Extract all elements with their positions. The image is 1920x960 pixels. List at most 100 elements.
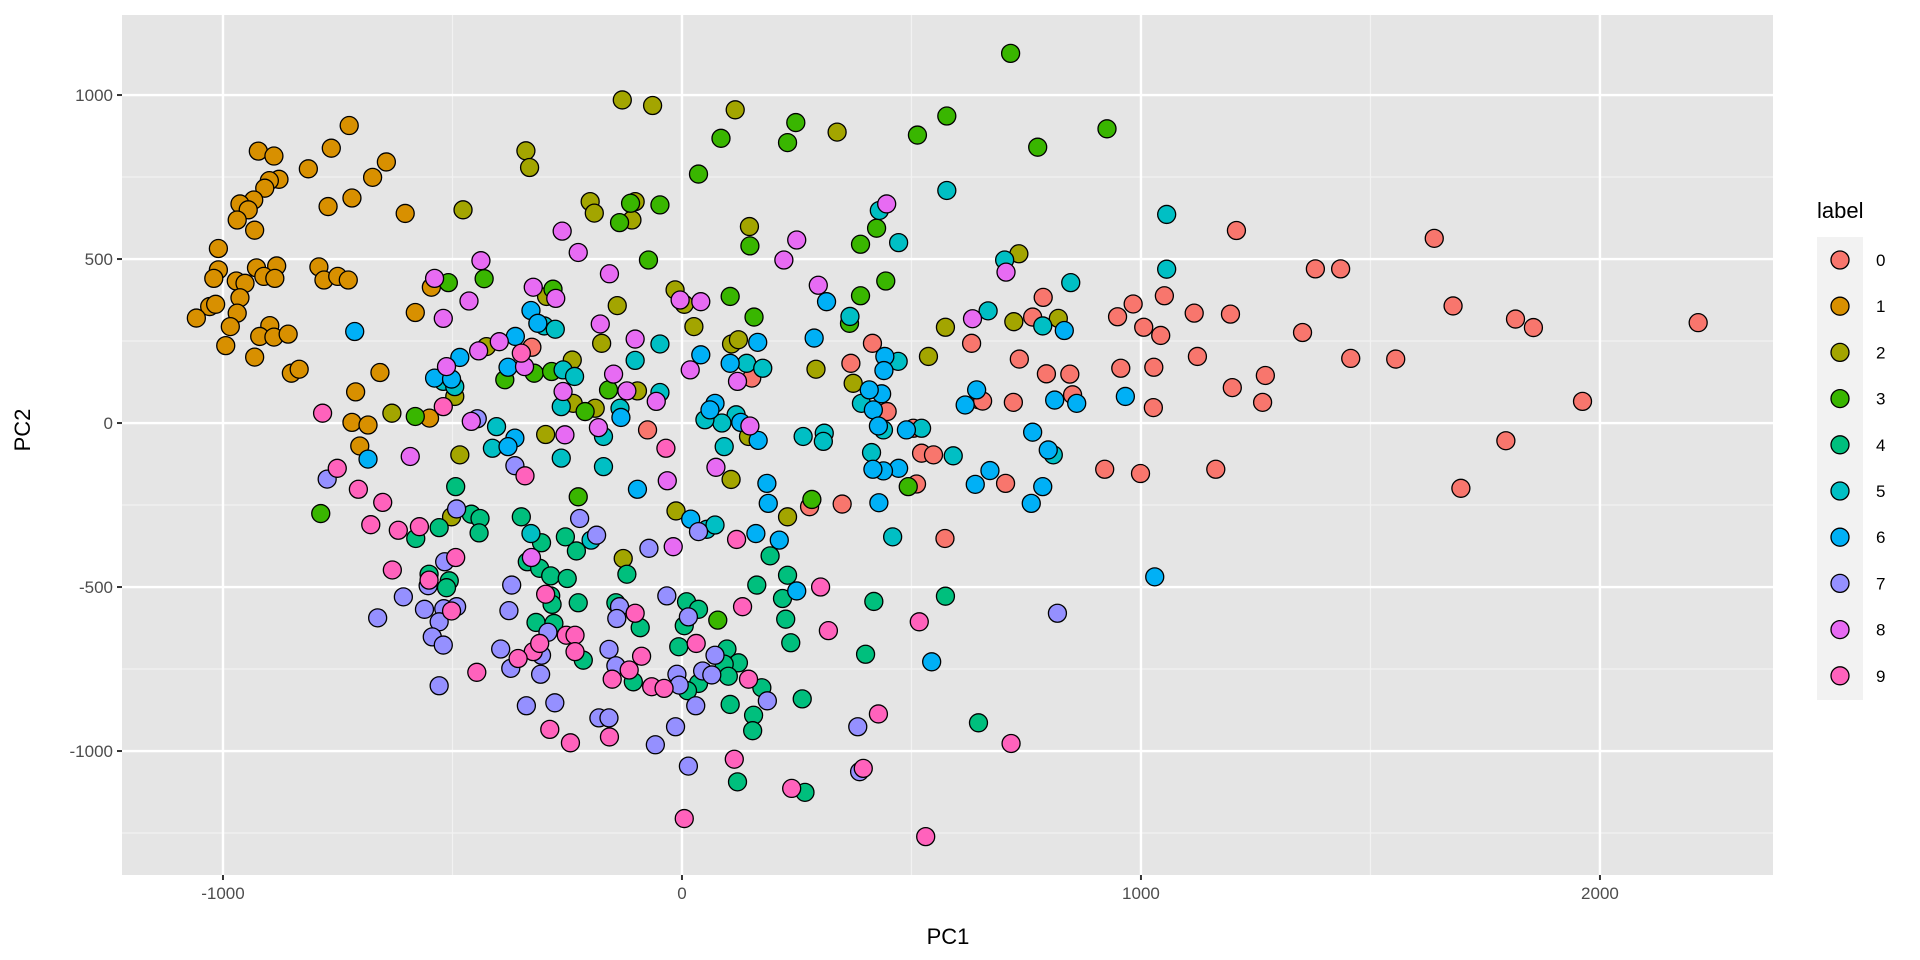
point-label-2: [728, 330, 749, 350]
point-label-7: [678, 756, 699, 776]
point-label-4: [776, 609, 796, 629]
legend-key-9: [1830, 666, 1850, 686]
point-label-3: [850, 286, 871, 306]
point-label-9: [686, 633, 706, 654]
point-label-9: [631, 646, 652, 666]
point-label-9: [818, 620, 839, 641]
point-label-0: [1060, 364, 1080, 384]
point-label-7: [1047, 603, 1068, 623]
point-label-5: [521, 523, 541, 544]
legend-key-2: [1830, 342, 1850, 363]
point-label-6: [863, 400, 884, 420]
point-label-0: [1330, 259, 1351, 279]
point-label-6: [859, 380, 879, 400]
point-label-9: [619, 660, 639, 680]
point-label-8: [670, 290, 690, 310]
point-label-6: [627, 479, 648, 499]
point-label-9: [565, 641, 585, 662]
point-label-0: [1033, 287, 1053, 308]
point-label-9: [467, 662, 487, 682]
point-label-0: [1222, 377, 1242, 398]
point-label-5: [486, 416, 507, 437]
point-label-1: [244, 220, 265, 240]
point-label-6: [869, 493, 889, 513]
point-label-5: [793, 426, 813, 447]
point-label-6: [980, 460, 1000, 481]
point-label-4: [566, 541, 587, 561]
point-label-6: [874, 360, 894, 381]
point-label-4: [469, 523, 489, 543]
point-label-8: [552, 221, 572, 241]
point-label-8: [787, 230, 807, 250]
series-label-9: [312, 343, 1021, 847]
legend-key-3: [1830, 388, 1850, 409]
point-label-7: [639, 538, 659, 558]
x-tick-label: 1000: [1122, 884, 1160, 903]
point-label-9: [511, 343, 531, 363]
point-label-0: [1130, 463, 1151, 484]
point-label-6: [758, 493, 778, 514]
point-label-2: [721, 469, 741, 490]
point-label-4: [855, 644, 876, 664]
point-label-8: [599, 264, 620, 284]
point-label-6: [966, 380, 987, 400]
point-label-1: [358, 415, 378, 435]
point-label-7: [702, 665, 722, 685]
point-label-5: [883, 527, 903, 547]
point-label-3: [802, 489, 822, 510]
point-label-8: [625, 329, 645, 349]
point-label-9: [909, 612, 929, 632]
point-label-8: [471, 251, 491, 271]
point-label-9: [599, 727, 620, 747]
point-label-8: [555, 425, 575, 445]
point-label-1: [321, 138, 341, 158]
legend-label-9: 9: [1876, 667, 1885, 686]
plot-panel: [122, 15, 1773, 875]
point-label-1: [278, 324, 298, 344]
point-label-3: [575, 401, 595, 422]
y-tick-label: 500: [85, 250, 113, 269]
point-label-3: [1028, 137, 1048, 157]
point-label-3: [937, 106, 957, 126]
point-label-4: [864, 591, 884, 612]
point-label-2: [607, 295, 627, 316]
point-label-0: [832, 494, 852, 514]
point-label-5: [564, 366, 585, 387]
point-label-0: [961, 333, 982, 353]
point-label-4: [429, 518, 449, 538]
point-label-0: [1187, 346, 1208, 367]
point-label-2: [1004, 312, 1024, 332]
point-label-4: [669, 637, 689, 657]
point-label-9: [441, 601, 462, 621]
point-label-8: [962, 309, 983, 329]
point-label-2: [725, 100, 745, 120]
point-label-8: [706, 457, 726, 477]
point-label-1: [318, 196, 338, 217]
point-label-6: [498, 436, 518, 457]
point-label-3: [850, 234, 871, 254]
point-label-7: [433, 635, 453, 655]
x-tick-label: 2000: [1581, 884, 1619, 903]
point-label-6: [1021, 493, 1041, 514]
point-label-1: [345, 382, 366, 402]
point-label-4: [781, 633, 801, 653]
point-label-9: [388, 520, 408, 540]
point-label-6: [955, 395, 975, 415]
point-label-8: [691, 292, 711, 312]
point-label-2: [684, 316, 704, 337]
point-label-7: [429, 676, 449, 696]
point-label-3: [786, 112, 806, 133]
point-label-6: [804, 328, 824, 348]
point-label-7: [599, 708, 619, 728]
point-label-3: [740, 236, 760, 256]
point-label-8: [590, 314, 610, 334]
legend-item-7: 7: [1830, 573, 1885, 593]
point-label-8: [680, 360, 700, 380]
point-label-9: [726, 529, 747, 550]
point-label-3: [620, 193, 641, 213]
point-label-0: [1144, 357, 1164, 377]
point-label-8: [433, 308, 453, 329]
point-label-9: [602, 669, 622, 689]
point-label-8: [489, 332, 509, 352]
point-label-9: [656, 438, 676, 458]
